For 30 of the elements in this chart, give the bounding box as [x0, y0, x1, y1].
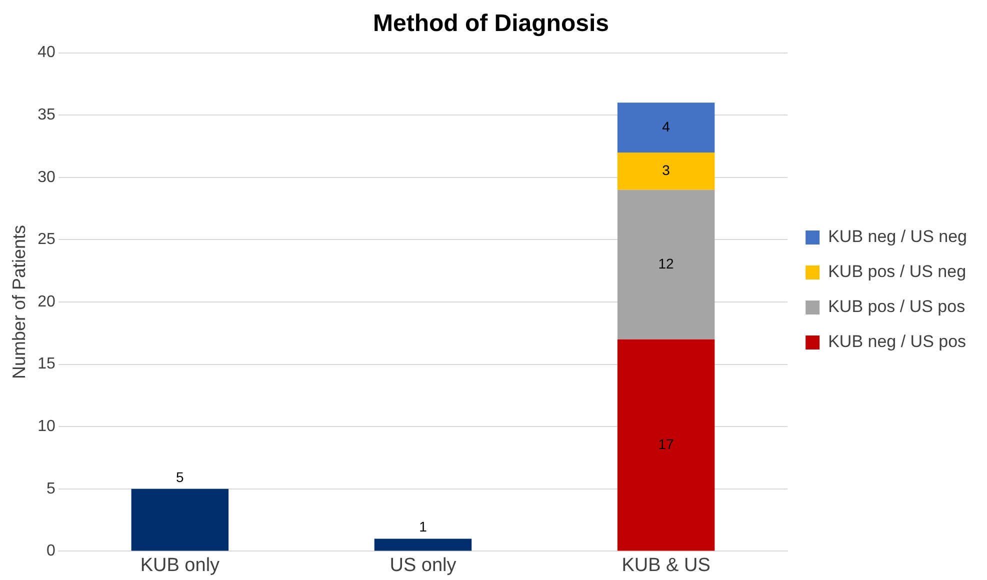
data-label: 17: [658, 436, 674, 452]
bar: [617, 190, 715, 340]
x-tick-label: KUB only: [140, 554, 220, 576]
x-tick-label: US only: [390, 554, 457, 576]
x-tick-label: KUB & US: [622, 554, 710, 576]
y-tick-label: 25: [38, 231, 56, 248]
data-label: 4: [662, 118, 670, 134]
legend-label: KUB neg / US pos: [828, 332, 966, 352]
bar: [131, 488, 229, 551]
y-tick-label: 15: [38, 356, 56, 373]
y-tick-label: 30: [38, 168, 56, 186]
y-tick-label: 5: [46, 480, 56, 498]
chart-title: Method of Diagnosis: [373, 10, 609, 38]
bar: [617, 152, 715, 190]
data-label: 12: [658, 255, 674, 272]
bar: [617, 339, 715, 551]
legend-label: KUB neg / US neg: [828, 227, 968, 246]
data-label: 1: [419, 518, 428, 535]
y-tick-label: 20: [38, 293, 56, 310]
y-tick-label: 40: [38, 44, 56, 62]
bar: [374, 538, 472, 551]
legend-label: KUB pos / US neg: [828, 262, 966, 282]
y-axis-title: Number of Patients: [8, 224, 29, 380]
y-tick-label: 35: [38, 106, 56, 124]
data-label: 5: [176, 468, 184, 485]
legend-label: KUB pos / US pos: [828, 297, 966, 316]
y-tick-label: 10: [38, 418, 56, 436]
data-label: 3: [662, 162, 670, 178]
y-tick-label: 0: [46, 542, 56, 560]
bar: [617, 102, 715, 152]
